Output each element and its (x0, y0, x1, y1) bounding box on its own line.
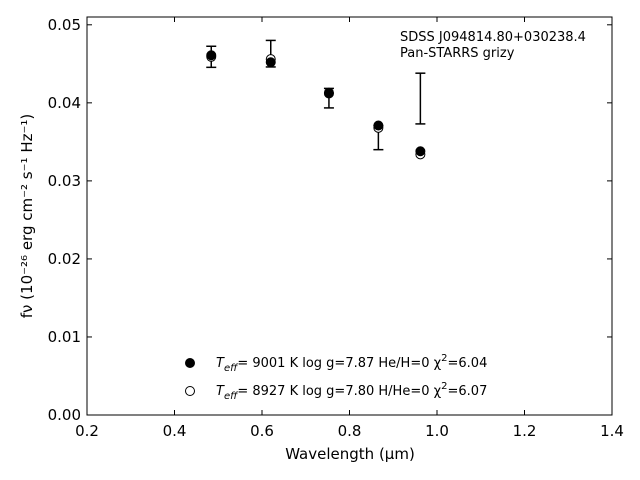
model-point-filled (206, 50, 217, 61)
model-point-filled (265, 57, 276, 68)
y-axis-ticks: 0.00 0.01 0.02 0.03 0.04 0.05 (48, 16, 612, 424)
y-tick-label: 0.02 (48, 250, 81, 268)
observed-error-bars (206, 39, 426, 151)
y-tick-label: 0.04 (48, 94, 81, 112)
x-tick-label: 0.8 (338, 422, 362, 440)
x-tick-label: 1.2 (513, 422, 537, 440)
y-tick-label: 0.03 (48, 172, 81, 190)
x-tick-label: 1.0 (425, 422, 449, 440)
legend-marker-filled (185, 358, 195, 368)
y-tick-label: 0.00 (48, 406, 81, 424)
y-axis-label: fν (10⁻²⁶ erg cm⁻² s⁻¹ Hz⁻¹) (18, 114, 36, 319)
x-tick-label: 1.4 (600, 422, 624, 440)
x-axis-label: Wavelength (μm) (285, 445, 415, 463)
x-tick-label: 0.4 (163, 422, 187, 440)
y-tick-label: 0.01 (48, 328, 81, 346)
y-tick-label: 0.05 (48, 16, 81, 34)
annotation-survey: Pan-STARRS grizy (400, 46, 515, 61)
legend-label-2: Teff= 8927 K log g=7.80 H/He=0 χ2=6.07 (216, 381, 487, 402)
model-point-filled (415, 146, 426, 157)
model-point-filled (323, 87, 334, 98)
annotation-object-name: SDSS J094814.80+030238.4 (400, 30, 586, 45)
model-markers (206, 50, 426, 160)
model-point-filled (373, 120, 384, 131)
x-tick-label: 0.2 (75, 422, 99, 440)
legend-label-1: Teff= 9001 K log g=7.87 He/H=0 χ2=6.04 (216, 353, 487, 374)
error-bar (415, 72, 426, 125)
x-axis-ticks: 0.2 0.4 0.6 0.8 1.0 1.2 1.4 (75, 17, 624, 440)
legend: Teff= 9001 K log g=7.87 He/H=0 χ2=6.04 T… (185, 353, 487, 402)
x-tick-label: 0.6 (250, 422, 274, 440)
legend-marker-open (185, 386, 195, 396)
